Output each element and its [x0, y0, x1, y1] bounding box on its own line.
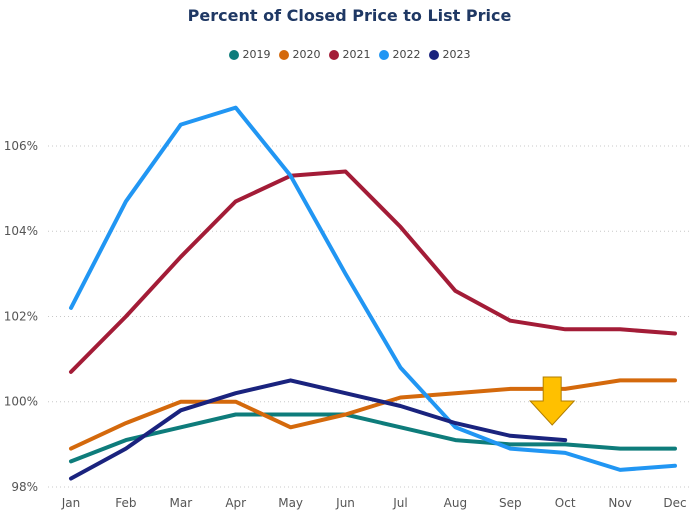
- x-axis: Jan Feb Mar Apr May Jun Jul Aug Sep Oct Nov Dec: [61, 496, 687, 510]
- x-tick-label: Sep: [499, 496, 522, 510]
- x-tick-label: Jan: [61, 496, 81, 510]
- legend-marker-icon: [378, 49, 389, 60]
- series-line-2020[interactable]: [69, 378, 677, 451]
- legend-marker-icon: [278, 49, 289, 60]
- y-tick-label: 106%: [4, 139, 38, 153]
- series-line-2019[interactable]: [69, 412, 677, 464]
- x-tick-label: Jun: [335, 496, 355, 510]
- x-tick-label: Dec: [663, 496, 686, 510]
- y-tick-label: 100%: [4, 395, 38, 409]
- x-tick-label: Oct: [555, 496, 576, 510]
- chart-title: Percent of Closed Price to List Price: [187, 6, 512, 25]
- annotations: [529, 376, 576, 426]
- series-line-2021[interactable]: [69, 169, 677, 374]
- series-line-2023[interactable]: [69, 378, 568, 481]
- x-tick-label: Mar: [169, 496, 192, 510]
- legend-label: 2019: [242, 48, 271, 61]
- legend-item-2022[interactable]: 2022: [378, 48, 421, 61]
- x-tick-label: Apr: [225, 496, 246, 510]
- x-tick-label: May: [278, 496, 303, 510]
- legend: 2019 2020 2021 2022 2023: [0, 48, 699, 63]
- legend-label: 2021: [342, 48, 371, 61]
- y-tick-label: 104%: [4, 224, 38, 238]
- series-lines: [69, 105, 677, 481]
- legend-marker-icon: [328, 49, 339, 60]
- legend-item-2020[interactable]: 2020: [278, 48, 321, 61]
- series-line-2022[interactable]: [69, 105, 677, 472]
- x-tick-label: Feb: [115, 496, 136, 510]
- y-tick-label: 98%: [11, 480, 38, 494]
- y-axis: 98% 100% 102% 104% 106%: [4, 139, 38, 494]
- legend-marker-icon: [428, 49, 439, 60]
- y-tick-label: 102%: [4, 309, 38, 323]
- x-tick-label: Jul: [392, 496, 407, 510]
- legend-label: 2023: [442, 48, 471, 61]
- legend-label: 2020: [292, 48, 321, 61]
- down-arrow-icon: [529, 376, 576, 426]
- legend-item-2021[interactable]: 2021: [328, 48, 371, 61]
- legend-item-2019[interactable]: 2019: [228, 48, 271, 61]
- legend-marker-icon: [228, 49, 239, 60]
- x-tick-label: Nov: [608, 496, 631, 510]
- x-tick-label: Aug: [444, 496, 467, 510]
- legend-item-2023[interactable]: 2023: [428, 48, 471, 61]
- legend-label: 2022: [392, 48, 421, 61]
